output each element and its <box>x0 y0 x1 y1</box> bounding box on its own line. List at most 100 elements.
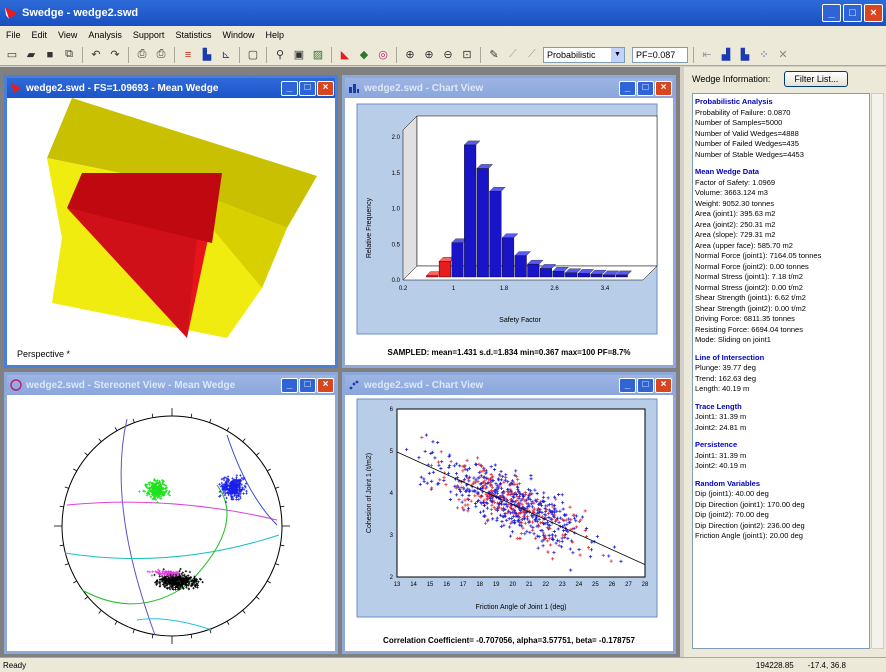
histogram-bar <box>590 273 603 278</box>
stereonet-window[interactable]: wedge2.swd - Stereonet View - Mean Wedge… <box>4 372 338 654</box>
new-file-icon[interactable]: ▭ <box>6 49 18 61</box>
pole-blue <box>229 489 232 492</box>
redo-icon[interactable]: ↷ <box>110 49 120 61</box>
pole-blue <box>237 498 240 501</box>
stereonet-window-icon[interactable]: ▣ <box>293 49 305 61</box>
minimize-button[interactable]: _ <box>822 4 841 22</box>
info-line: Normal Force (joint2): 0.00 tonnes <box>695 261 809 271</box>
input-data-icon[interactable]: ≡ <box>184 48 192 61</box>
filter-list-button[interactable]: Filter List... <box>784 71 849 87</box>
menu-statistics[interactable]: Statistics <box>175 30 212 40</box>
wedge-3d-canvas[interactable]: Perspective * <box>7 98 335 365</box>
wedge-3d-window[interactable]: wedge2.swd - FS=1.09693 - Mean Wedge _ □… <box>4 75 338 368</box>
pencil-icon[interactable]: ✎ <box>489 49 499 61</box>
mdi-area: wedge2.swd - FS=1.09693 - Mean Wedge _ □… <box>0 67 680 657</box>
stereonet-tick <box>267 580 271 584</box>
image-icon[interactable]: ▨ <box>312 49 324 61</box>
minimize-button[interactable]: _ <box>619 80 636 96</box>
stereonet-tick <box>275 563 280 566</box>
print-icon[interactable]: ⎙ <box>156 48 166 60</box>
zoom-window-icon[interactable]: ⊡ <box>462 49 472 61</box>
maximize-button[interactable]: □ <box>843 4 862 22</box>
close-button[interactable]: × <box>864 4 883 22</box>
measure-icon[interactable]: ⟋ <box>528 48 536 60</box>
maximize-button[interactable]: □ <box>299 80 316 96</box>
maximize-button[interactable]: □ <box>299 377 316 393</box>
open-file-icon[interactable]: ▰ <box>26 49 36 61</box>
pole-blue <box>231 477 234 480</box>
panel-splitter[interactable] <box>680 67 684 657</box>
scatter-chart-window[interactable]: wedge2.swd - Chart View _ □ × 13 14 15 16 17… <box>342 372 676 654</box>
close-button[interactable]: × <box>655 377 672 393</box>
histogram-chart[interactable]: 0.0 0.5 1.0 1.5 2.0 0.2 1 1.8 2.6 3.4 Safety Fact… <box>345 98 673 368</box>
histogram-icon[interactable]: ▟ <box>721 49 731 61</box>
tools-icon[interactable]: ✕ <box>778 49 788 61</box>
zoom-all-icon[interactable]: ⊕ <box>405 49 415 61</box>
scatter-point <box>517 482 522 486</box>
scatter-point <box>455 506 460 510</box>
histogram-bar <box>502 237 515 278</box>
draw-icon[interactable]: ⟋ <box>509 48 517 60</box>
stereonet-icon[interactable]: ◎ <box>378 49 388 61</box>
zoom-in-icon[interactable]: ⊕ <box>424 49 434 61</box>
scatter-point <box>533 498 537 502</box>
info-line: Number of Samples=5000 <box>695 118 783 127</box>
scatter-point <box>555 538 560 542</box>
stereonet-canvas[interactable] <box>7 395 335 651</box>
cumulative-icon[interactable]: ▙ <box>740 49 750 61</box>
minimize-button[interactable]: _ <box>619 377 636 393</box>
close-button[interactable]: × <box>317 377 334 393</box>
intersection-magenta <box>157 568 160 572</box>
pole-blue <box>242 478 245 481</box>
close-button[interactable]: × <box>655 80 672 96</box>
window-icon[interactable]: ▢ <box>247 49 259 61</box>
menu-view[interactable]: View <box>58 30 78 40</box>
menu-edit[interactable]: Edit <box>31 30 48 40</box>
filter-icon[interactable]: ⇤ <box>702 49 712 61</box>
scatter-point <box>532 510 536 515</box>
scatter-point <box>454 493 459 497</box>
analysis-type-select[interactable]: Probabilistic ▼ <box>543 46 625 63</box>
pf-field[interactable]: PF=0.087 <box>632 46 688 63</box>
scatter-point <box>439 450 443 454</box>
info-line: Trend: 162.63 deg <box>695 373 757 383</box>
paint-icon[interactable]: ◆ <box>359 49 369 61</box>
menu-file[interactable]: File <box>6 30 21 40</box>
save-icon[interactable]: ■ <box>46 48 54 61</box>
menu-window[interactable]: Window <box>222 30 255 40</box>
scatter-point <box>505 489 510 494</box>
scatter-point <box>518 501 522 505</box>
scatter-point <box>481 469 485 473</box>
maximize-button[interactable]: □ <box>637 80 654 96</box>
wedge-view-icon[interactable]: ◣ <box>340 49 350 61</box>
menu-analysis[interactable]: Analysis <box>88 30 122 40</box>
minimize-button[interactable]: _ <box>281 80 298 96</box>
copy-icon[interactable]: ⧉ <box>65 48 73 60</box>
pole-blue <box>228 485 232 489</box>
intersection-black <box>198 577 202 581</box>
close-button[interactable]: × <box>317 80 334 96</box>
wedge-face-2 <box>67 208 197 338</box>
minimize-button[interactable]: _ <box>281 377 298 393</box>
pole-blue <box>224 500 228 504</box>
print-preview-icon[interactable]: ⎙ <box>137 48 147 60</box>
stereonet-tick <box>209 629 212 634</box>
undo-icon[interactable]: ↶ <box>91 49 101 61</box>
scatter-point <box>559 545 564 549</box>
zoom-out-icon[interactable]: ⊖ <box>443 49 453 61</box>
menu-help[interactable]: Help <box>265 30 284 40</box>
bar-chart-icon[interactable]: ▙ <box>202 49 212 61</box>
info-scrollbar[interactable] <box>871 93 884 649</box>
scatter-point <box>531 515 535 519</box>
histogram-chart-window[interactable]: wedge2.swd - Chart View _ □ × 0.0 0.5 1.0 1… <box>342 75 676 368</box>
line-chart-icon[interactable]: ⊾ <box>221 49 231 61</box>
toolbar-separator <box>693 46 694 63</box>
scatter-point <box>578 553 582 557</box>
histogram-bar <box>552 271 565 278</box>
maximize-button[interactable]: □ <box>637 377 654 393</box>
info-text-area[interactable]: Probabilistic Analysis Probability of Fai… <box>692 93 870 649</box>
pin-icon[interactable]: ⚲ <box>275 49 285 61</box>
menu-support[interactable]: Support <box>132 30 165 40</box>
scatter-icon[interactable]: ⁘ <box>759 49 769 61</box>
